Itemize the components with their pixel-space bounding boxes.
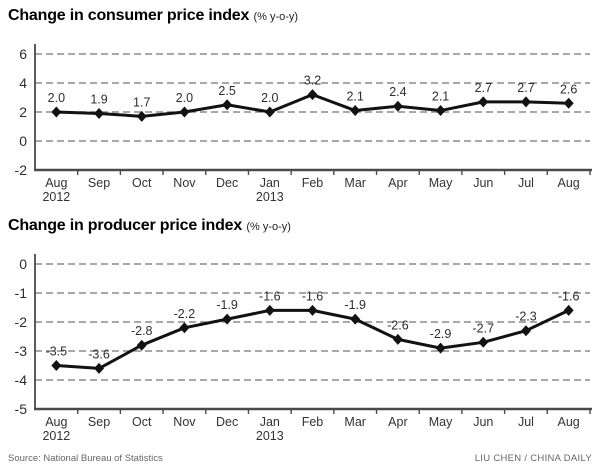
svg-text:Feb: Feb [302, 176, 324, 190]
svg-text:Jun: Jun [473, 176, 493, 190]
svg-text:Aug: Aug [558, 176, 580, 190]
svg-text:-2.2: -2.2 [174, 307, 196, 321]
svg-text:-1.9: -1.9 [216, 298, 238, 312]
svg-text:-3.5: -3.5 [46, 345, 68, 359]
svg-text:6: 6 [19, 46, 27, 62]
svg-text:Jul: Jul [518, 415, 534, 429]
svg-text:Nov: Nov [173, 415, 196, 429]
svg-text:-2.9: -2.9 [430, 327, 452, 341]
svg-text:-2.3: -2.3 [515, 310, 537, 324]
svg-text:Feb: Feb [302, 415, 324, 429]
svg-text:Jun: Jun [473, 415, 493, 429]
svg-text:Apr: Apr [388, 176, 407, 190]
svg-text:Dec: Dec [216, 176, 238, 190]
svg-text:-2.6: -2.6 [387, 318, 409, 332]
svg-text:Mar: Mar [344, 415, 366, 429]
cpi-chart-unit-label: (% y-o-y) [253, 11, 299, 23]
svg-text:2.4: 2.4 [389, 85, 406, 99]
svg-text:-1.6: -1.6 [302, 289, 324, 303]
svg-text:0: 0 [19, 133, 27, 149]
svg-text:May: May [429, 176, 453, 190]
svg-text:Jul: Jul [518, 176, 534, 190]
svg-text:Sep: Sep [88, 415, 110, 429]
svg-text:-3.6: -3.6 [88, 347, 110, 361]
svg-text:-1.6: -1.6 [558, 289, 580, 303]
footer: Source: National Bureau of Statistics LI… [0, 449, 600, 464]
svg-text:Nov: Nov [173, 176, 196, 190]
svg-text:2012: 2012 [42, 190, 70, 204]
ppi-chart-title-text: Change in producer price index [8, 217, 243, 234]
svg-text:2.7: 2.7 [475, 81, 492, 95]
svg-text:2.5: 2.5 [218, 84, 235, 98]
svg-text:Aug: Aug [45, 176, 67, 190]
svg-text:2.1: 2.1 [346, 90, 363, 104]
svg-text:Apr: Apr [388, 415, 407, 429]
svg-text:Aug: Aug [558, 415, 580, 429]
svg-text:2013: 2013 [256, 190, 284, 204]
svg-text:2012: 2012 [42, 429, 70, 443]
svg-text:Jan: Jan [260, 176, 280, 190]
svg-text:-4: -4 [15, 372, 28, 388]
svg-text:2.0: 2.0 [176, 91, 193, 105]
ppi-chart-unit-label: (% y-o-y) [246, 221, 291, 233]
svg-text:2.6: 2.6 [560, 82, 577, 96]
svg-text:4: 4 [19, 75, 27, 91]
svg-text:-2: -2 [15, 314, 28, 330]
svg-text:2013: 2013 [256, 429, 284, 443]
svg-text:Aug: Aug [45, 415, 67, 429]
svg-text:Oct: Oct [132, 415, 152, 429]
svg-text:3.2: 3.2 [304, 74, 321, 88]
svg-text:-2.8: -2.8 [131, 324, 153, 338]
ppi-line-chart: 0 -1 -2 -3 -4 -5 -3.5 -3.6 -2.8 -2.2 -1.9 -1.6 -1.6 -… [15, 254, 592, 443]
svg-text:0: 0 [19, 256, 27, 272]
svg-text:-1.9: -1.9 [344, 298, 366, 312]
credit-note: LIU CHEN / CHINA DAILY [474, 453, 592, 464]
ppi-chart-title: Change in producer price index (% y-o-y) [0, 216, 600, 237]
svg-text:-2.7: -2.7 [472, 321, 494, 335]
svg-text:-5: -5 [15, 401, 28, 417]
svg-text:-1: -1 [15, 285, 28, 301]
svg-text:-2: -2 [15, 162, 28, 178]
svg-text:2: 2 [19, 104, 27, 120]
svg-text:2.0: 2.0 [261, 91, 278, 105]
svg-text:Oct: Oct [132, 176, 152, 190]
svg-text:Jan: Jan [260, 415, 280, 429]
svg-text:2.0: 2.0 [48, 91, 65, 105]
svg-text:-3: -3 [15, 343, 28, 359]
svg-text:May: May [429, 415, 453, 429]
svg-text:Dec: Dec [216, 415, 238, 429]
cpi-line-chart: 6 4 2 0 -2 2.0 1.9 1.7 2.0 2.5 2.0 3.2 2.1 2.4 2.1 2.7 2… [15, 44, 592, 204]
svg-text:Mar: Mar [344, 176, 366, 190]
cpi-chart-title-text: Change in consumer price index [8, 7, 250, 24]
svg-text:2.1: 2.1 [432, 90, 449, 104]
svg-text:1.7: 1.7 [133, 95, 150, 109]
svg-text:1.9: 1.9 [90, 92, 107, 106]
source-note: Source: National Bureau of Statistics [8, 453, 163, 464]
cpi-chart-title: Change in consumer price index (% y-o-y) [0, 6, 600, 27]
svg-text:2.7: 2.7 [517, 81, 534, 95]
svg-text:-1.6: -1.6 [259, 289, 281, 303]
svg-text:Sep: Sep [88, 176, 110, 190]
